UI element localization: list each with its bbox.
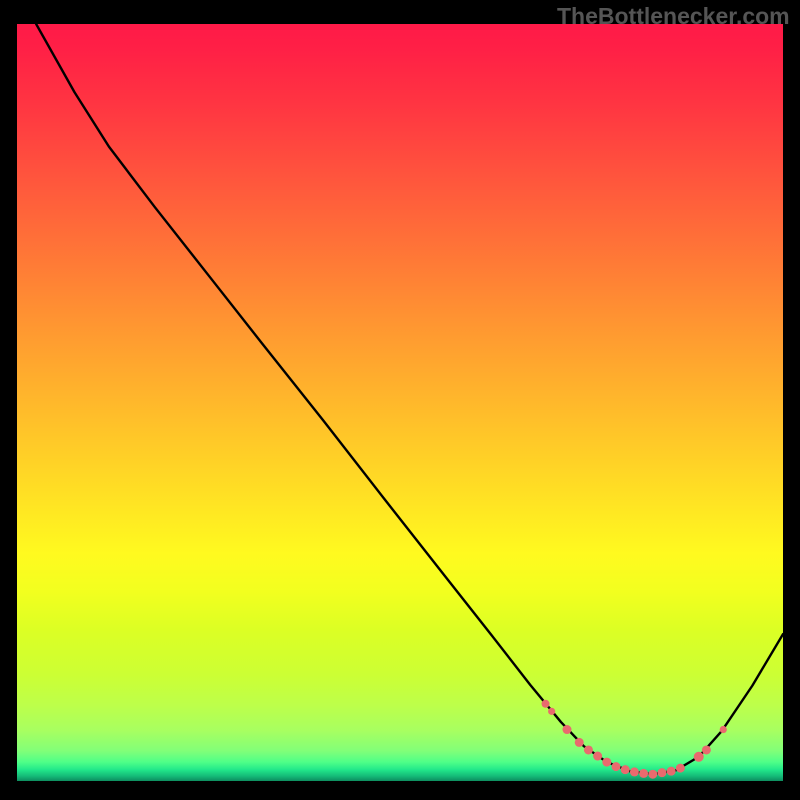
marker-point — [720, 726, 727, 733]
marker-point — [702, 745, 711, 754]
marker-point — [667, 767, 676, 776]
chart-overlay — [17, 24, 783, 781]
marker-point — [593, 752, 602, 761]
marker-point — [602, 758, 611, 767]
marker-point — [657, 768, 666, 777]
watermark-text: TheBottlenecker.com — [557, 3, 790, 30]
marker-point — [676, 764, 685, 773]
marker-point — [542, 700, 550, 708]
marker-point — [562, 725, 571, 734]
marker-point — [694, 752, 704, 762]
marker-point — [639, 769, 648, 778]
chart-area — [17, 24, 783, 781]
marker-point — [612, 762, 621, 771]
bottleneck-curve — [36, 24, 783, 774]
marker-point — [548, 708, 555, 715]
marker-point — [584, 745, 593, 754]
marker-point — [648, 770, 657, 779]
marker-point — [621, 765, 630, 774]
marker-point — [630, 767, 639, 776]
marker-point — [575, 738, 584, 747]
marker-group — [542, 700, 727, 779]
